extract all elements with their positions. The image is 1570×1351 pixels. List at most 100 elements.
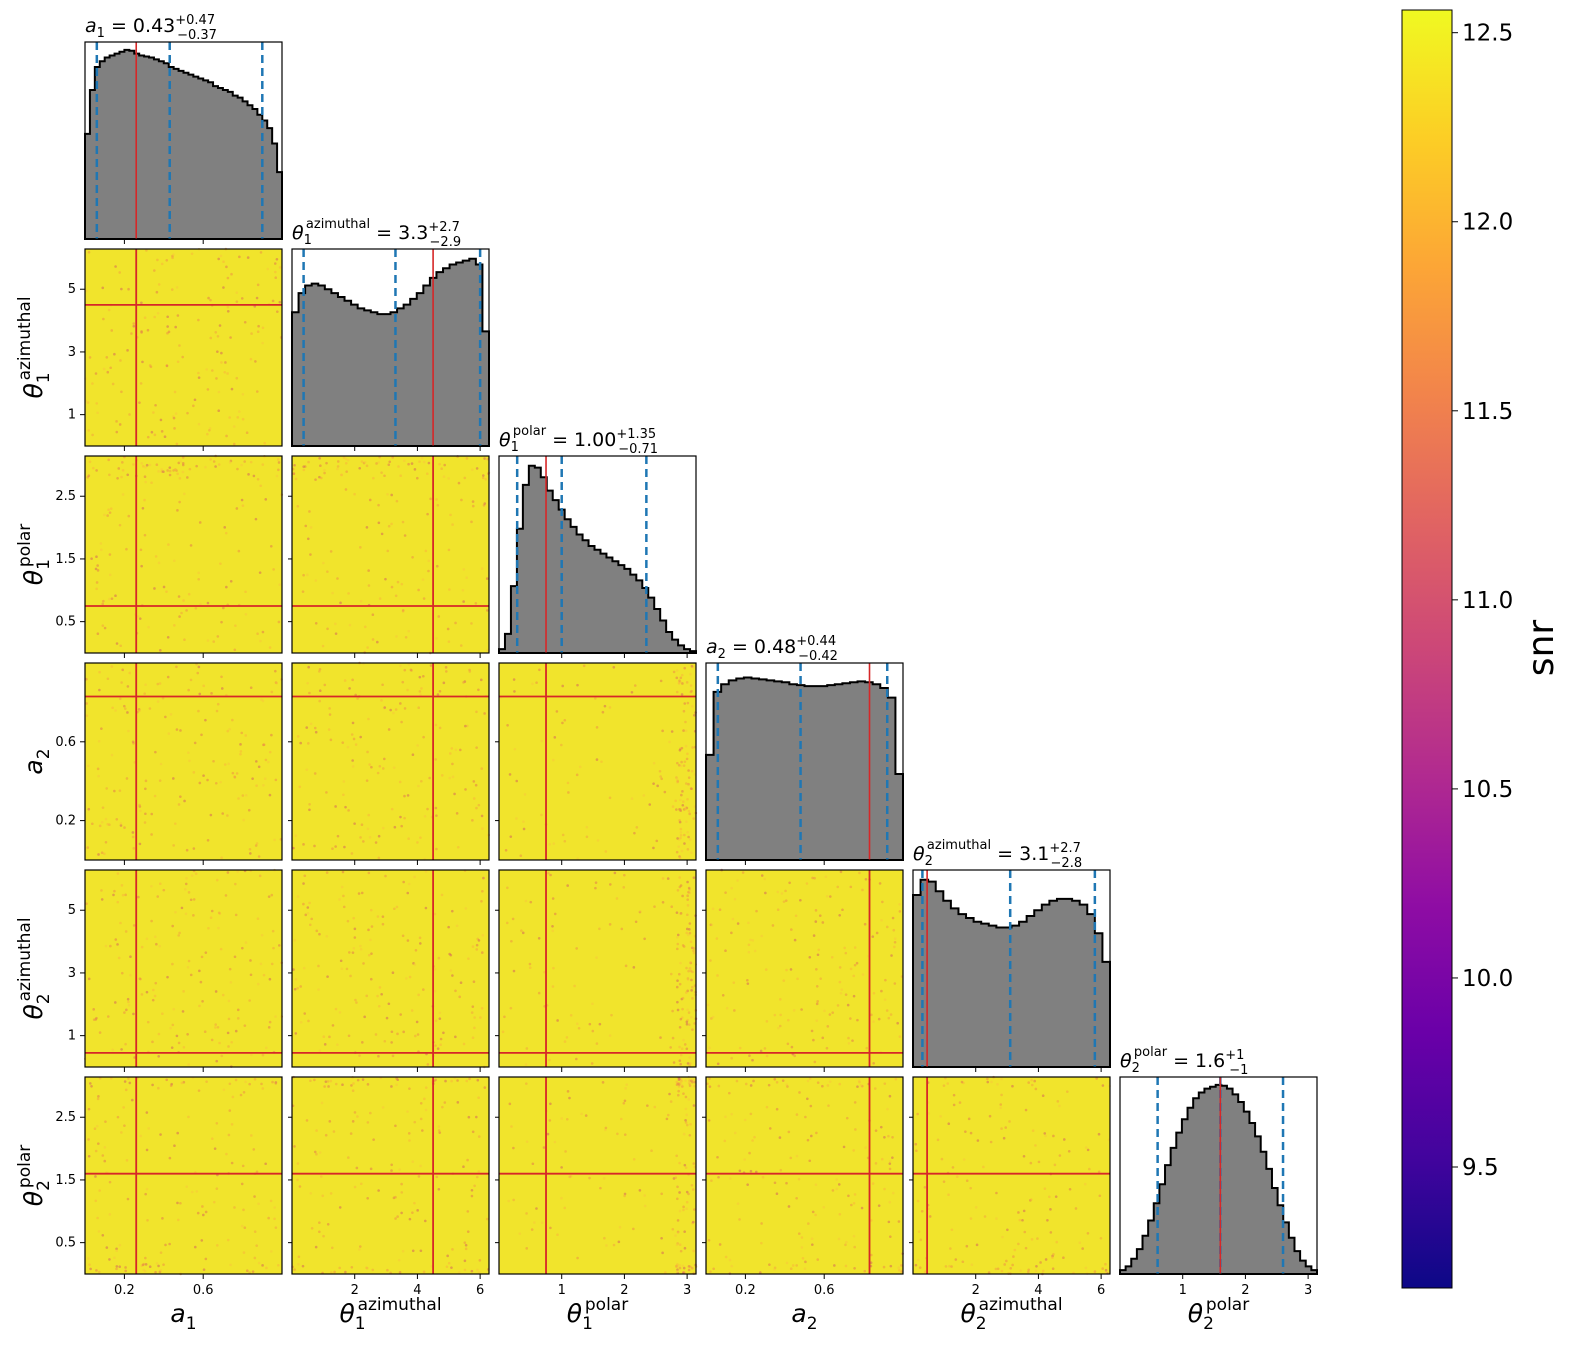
scatter-point — [334, 1007, 338, 1011]
scatter-point — [1004, 1126, 1008, 1129]
scatter-point — [267, 895, 271, 898]
scatter-point — [529, 900, 533, 904]
scatter-point — [146, 435, 150, 439]
scatter-point — [108, 573, 112, 577]
scatter-point — [470, 468, 474, 471]
scatter-point — [321, 644, 325, 648]
scatter-point — [127, 1003, 131, 1007]
scatter-point — [533, 1221, 536, 1224]
scatter-point — [380, 471, 383, 474]
scatter-point — [399, 1013, 402, 1016]
scatter-point — [237, 549, 241, 553]
scatter-point — [975, 1243, 979, 1247]
scatter-point — [608, 796, 612, 800]
scatter-point — [107, 508, 110, 511]
scatter-point — [113, 1256, 116, 1260]
scatter-point — [548, 1119, 552, 1122]
scatter-point — [844, 993, 848, 996]
scatter-point — [996, 1267, 1000, 1271]
scatter-point — [440, 774, 444, 777]
scatter-point — [728, 1091, 731, 1095]
scatter-point — [220, 675, 223, 679]
scatter-point — [115, 420, 118, 423]
scatter-point — [551, 985, 555, 988]
scatter-point — [124, 1042, 127, 1046]
scatter-point — [707, 1119, 711, 1122]
scatter-point — [143, 316, 147, 319]
scatter-point — [140, 301, 143, 305]
x-tick-label: 0.6 — [814, 1283, 835, 1298]
scatter-point — [186, 965, 190, 969]
scatter-point — [578, 765, 582, 769]
scatter-point — [321, 1194, 325, 1198]
scatter-point — [685, 757, 689, 761]
scatter-point — [1041, 1269, 1045, 1273]
scatter-point — [348, 623, 352, 627]
scatter-point — [126, 685, 130, 688]
scatter-point — [127, 729, 130, 733]
scatter-point — [426, 512, 429, 516]
scatter-point — [856, 1085, 859, 1088]
scatter-point — [103, 852, 106, 856]
scatter-point — [176, 472, 179, 476]
scatter-point — [92, 1008, 96, 1011]
scatter-point — [831, 1189, 835, 1192]
scatter-point — [149, 365, 153, 369]
x-tick-label: 1 — [558, 1283, 566, 1298]
scatter-point — [206, 432, 209, 436]
scatter-point — [221, 993, 225, 997]
scatter-point — [996, 1083, 999, 1086]
scatter-point — [833, 1264, 836, 1267]
scatter-point — [683, 1230, 686, 1233]
scatter-point — [192, 404, 195, 408]
scatter-point — [749, 938, 752, 942]
hist-title-a1: a1 = 0.43+0.47 −0.37 — [85, 13, 217, 43]
scatter-point — [683, 702, 687, 705]
scatter-point — [464, 1243, 468, 1247]
scatter-point — [760, 874, 764, 877]
scatter-point — [775, 1080, 779, 1084]
scatter-point — [684, 1118, 687, 1122]
scatter-point — [671, 1036, 675, 1040]
scatter-point — [166, 331, 169, 335]
scatter-point — [691, 970, 694, 974]
scatter-point — [119, 921, 122, 925]
scatter-point — [108, 1258, 111, 1261]
scatter-point — [466, 1158, 469, 1162]
scatter-point — [360, 460, 364, 463]
scatter-point — [617, 1240, 621, 1244]
scatter-point — [366, 1083, 370, 1086]
scatter-point — [329, 550, 333, 553]
scatter-point — [687, 1011, 691, 1014]
scatter-point — [692, 1162, 696, 1165]
scatter-point — [411, 1211, 414, 1214]
scatter-point — [686, 701, 690, 705]
scatter-point — [566, 781, 570, 785]
scatter-point — [156, 258, 159, 262]
scatter-point — [395, 905, 399, 909]
scatter-point — [898, 902, 901, 906]
scatter-point — [646, 1104, 649, 1107]
scatter-point — [126, 473, 130, 477]
scatter-point — [676, 1008, 680, 1012]
scatter-point — [390, 1163, 393, 1167]
scatter-point — [434, 806, 438, 810]
scatter-point — [671, 1009, 674, 1013]
scatter-point — [368, 498, 372, 502]
scatter-point — [173, 390, 177, 394]
scatter-point — [898, 1268, 901, 1272]
scatter-point — [270, 1250, 273, 1253]
scatter-point — [451, 762, 454, 766]
scatter-point — [116, 872, 120, 875]
scatter-point — [437, 615, 441, 618]
scatter-point — [1062, 1256, 1065, 1260]
scatter-point — [481, 889, 484, 893]
scatter-point — [212, 1200, 216, 1204]
scatter-point — [427, 461, 431, 465]
scatter-point — [588, 1176, 591, 1180]
y-tick-label: 0.5 — [55, 1236, 76, 1251]
scatter-point — [917, 1230, 921, 1233]
scatter-point — [116, 477, 119, 480]
scatter-point — [274, 669, 277, 673]
scatter-point — [216, 635, 220, 638]
